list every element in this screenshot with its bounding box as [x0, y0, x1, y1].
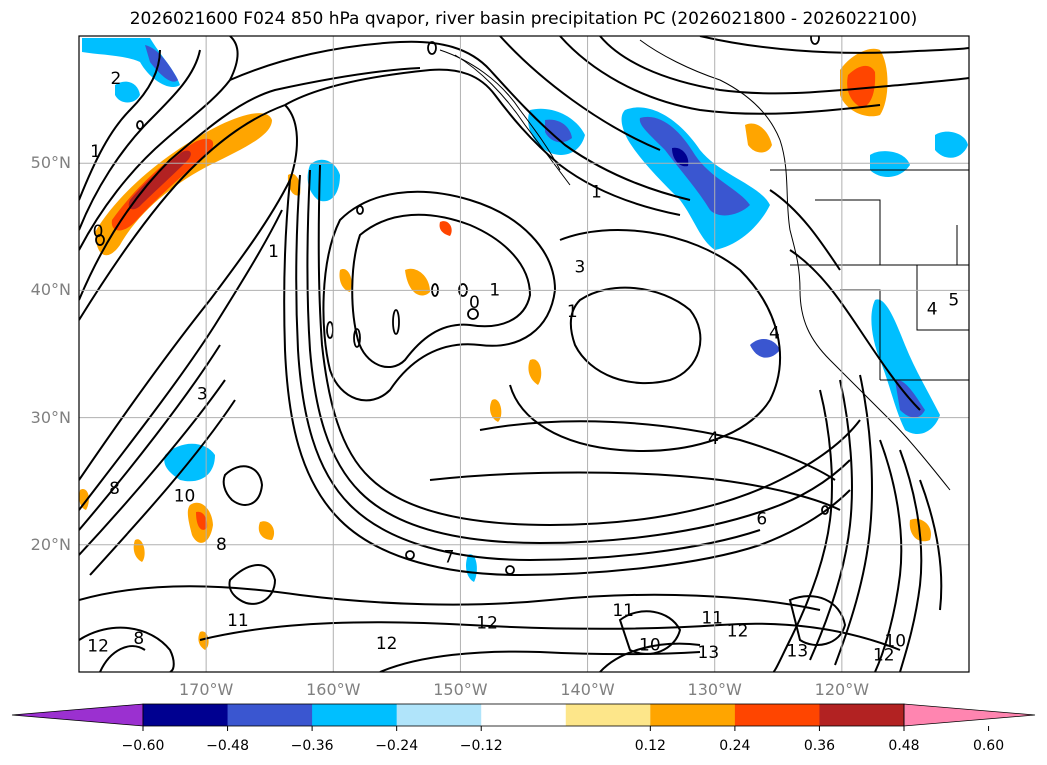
contour-label: 6	[756, 509, 767, 529]
contour-label: 13	[698, 643, 720, 663]
map-title: 2026021600 F024 850 hPa qvapor, river ba…	[129, 9, 918, 29]
colorbar-tick-label: 0.60	[972, 738, 1005, 754]
colorbar-tick-label: 0.12	[634, 738, 666, 754]
patch-3	[528, 359, 542, 385]
negative-anomaly-coast-core	[545, 119, 572, 143]
contour-label: 1	[591, 182, 602, 202]
contour-label: 12	[873, 645, 895, 665]
colorbar-segment	[143, 704, 229, 726]
lat-tick-label: 50°N	[30, 153, 71, 173]
negative-anomaly-gulf-alaska-max	[672, 147, 689, 167]
colorbar-segment	[312, 704, 398, 726]
colorbar-segment	[819, 704, 905, 726]
contour-label: 4	[708, 429, 719, 449]
negative-anomaly-california	[871, 299, 940, 435]
colorbar-tick-label: 0.36	[803, 738, 836, 754]
colorbar-segment	[227, 704, 313, 726]
patch-4	[490, 399, 502, 422]
colorbar-segment	[565, 704, 651, 726]
contour-label: 8	[133, 629, 144, 649]
map-frame	[78, 35, 970, 673]
lon-tick-label: 120°W	[814, 680, 870, 699]
colorbar-tick-label: −0.60	[121, 738, 165, 754]
colorbar-tick-label: 0.24	[719, 738, 751, 754]
negative-anomaly-canada-2	[870, 151, 910, 177]
lat-tick-label: 20°N	[30, 534, 71, 554]
contour-label: 0	[93, 222, 104, 242]
patch-5	[466, 554, 477, 582]
patch-12	[258, 521, 275, 540]
colorbar-segment	[481, 704, 567, 726]
lat-tick-label: 40°N	[30, 280, 71, 300]
positive-anomaly-sw-core	[196, 511, 208, 530]
contour-label: 0	[469, 293, 480, 313]
lat-tick-label: 30°N	[30, 407, 71, 427]
contour-label: 10	[639, 635, 661, 655]
colorbar-segment	[650, 704, 736, 726]
lon-tick-label: 160°W	[306, 680, 361, 699]
contour-label: 8	[216, 535, 227, 555]
patch-6	[339, 269, 352, 292]
contour-label: 4	[769, 324, 780, 344]
contour-label: 13	[787, 642, 809, 662]
contour-label: 10	[884, 631, 906, 651]
contour-label: 4	[927, 299, 938, 319]
positive-anomaly-nw-max	[128, 150, 191, 210]
contour-label: 3	[197, 385, 208, 405]
contour-label: 11	[227, 611, 249, 631]
positive-anomaly-ne-core	[847, 65, 876, 108]
positive-anomaly-nw	[95, 113, 272, 256]
negative-anomaly-w	[307, 159, 340, 202]
contour-label: 1	[90, 142, 101, 162]
negative-anomaly-nv	[750, 338, 780, 358]
patch-8	[79, 489, 89, 510]
precip-shading	[79, 38, 968, 650]
positive-anomaly-bc	[745, 123, 772, 153]
colorbar-outline	[142, 703, 905, 727]
lon-tick-label: 130°W	[687, 680, 742, 699]
colorbar-tick-label: −0.36	[290, 738, 334, 754]
colorbar-tick-label: −0.48	[206, 738, 249, 754]
colorbar-tick-label: −0.12	[459, 738, 503, 754]
colorbar	[11, 703, 1036, 731]
small-contours	[95, 36, 829, 575]
lon-tick-label: 140°W	[560, 680, 615, 699]
map-grid	[79, 36, 969, 672]
contour-label: 10	[174, 486, 196, 506]
contour-label: 11	[612, 601, 634, 621]
contour-label: 2	[110, 69, 121, 89]
contour-label: 12	[476, 614, 498, 634]
patch-2	[405, 268, 430, 296]
lon-tick-label: 170°W	[178, 680, 234, 699]
contour-label: 1	[268, 242, 279, 262]
contour-label: 12	[727, 621, 749, 641]
contour-label: 1	[567, 302, 578, 322]
contour-label: 11	[701, 609, 723, 629]
colorbar-extend-high	[903, 703, 1036, 727]
contour-label: 1	[489, 280, 500, 300]
contour-label: 5	[948, 291, 959, 311]
colorbar-tick-label: −0.24	[375, 738, 419, 754]
contour-label: 7	[444, 548, 455, 568]
negative-anomaly-gulf-alaska-core	[639, 116, 750, 216]
contour-label: 12	[87, 637, 109, 657]
negative-anomaly-canada	[935, 131, 968, 158]
contour-label: 12	[376, 634, 398, 654]
colorbar-segment	[396, 704, 482, 726]
negative-anomaly-nw-2	[145, 45, 178, 82]
colorbar-extend-low	[11, 703, 144, 727]
qvapor-contours	[79, 36, 969, 672]
negative-anomaly-nw-3	[115, 81, 140, 103]
colorbar-segment	[734, 704, 820, 726]
contour-label: 8	[109, 479, 120, 499]
lon-tick-label: 150°W	[433, 680, 488, 699]
patch-7	[439, 221, 452, 236]
contour-label: 3	[575, 258, 586, 278]
colorbar-tick-label: 0.48	[888, 738, 920, 754]
